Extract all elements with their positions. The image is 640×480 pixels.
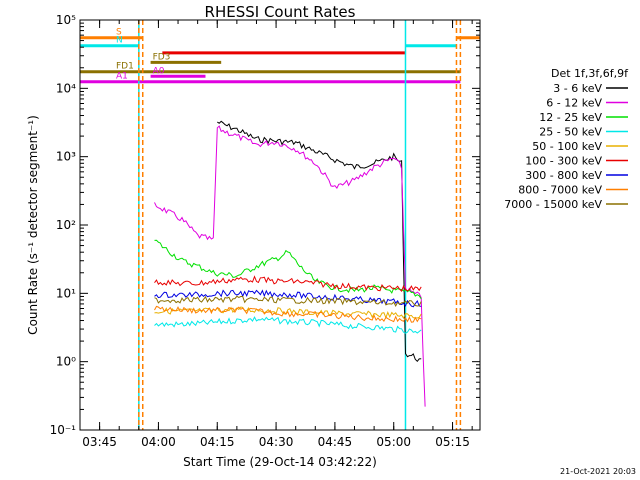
legend-label: 100 - 300 keV (525, 155, 602, 168)
chart-title: RHESSI Count Rates (205, 3, 356, 21)
y-axis: 10⁻¹ 10⁰ 10¹ 10² 10³ 10⁴ 10⁵ (50, 13, 480, 437)
flag-label: A1 (116, 72, 128, 82)
legend-label: 800 - 7000 keV (518, 184, 602, 197)
x-tick-label: 04:00 (141, 435, 176, 449)
legend-label: 300 - 800 keV (525, 169, 602, 182)
flag-label: S (116, 28, 122, 38)
legend-label: 7000 - 15000 keV (504, 198, 602, 211)
flag-label: A0 (153, 66, 165, 76)
legend-label: 12 - 25 keV (539, 111, 602, 124)
flag-label: N (116, 36, 123, 46)
x-tick-label: 03:45 (82, 435, 117, 449)
x-tick-label: 04:30 (259, 435, 294, 449)
series-line (154, 239, 422, 300)
y-axis-label: Count Rate (s⁻¹ detector segment⁻¹) (26, 115, 40, 335)
x-tick-label: 04:15 (200, 435, 235, 449)
y-tick-label: 10² (56, 218, 76, 232)
series-line (154, 316, 422, 334)
legend-label: 3 - 6 keV (553, 82, 602, 95)
x-tick-label: 05:00 (376, 435, 411, 449)
x-axis: 03:45 04:00 04:15 04:30 04:45 05:00 05:15 (79, 20, 473, 449)
series-line (154, 295, 422, 307)
flag-label: FD3 (153, 52, 171, 62)
y-tick-label: 10³ (56, 150, 76, 164)
series-line (154, 306, 422, 320)
series-line (154, 305, 422, 323)
flag-bars: SN FD1 FD3 A0 A1 (80, 28, 480, 84)
series-line (154, 125, 426, 407)
x-axis-label: Start Time (29-Oct-14 03:42:22) (183, 455, 377, 469)
y-tick-label: 10⁴ (56, 81, 76, 95)
legend-title: Det 1f,3f,6f,9f (551, 67, 629, 80)
x-tick-label: 04:45 (318, 435, 353, 449)
flag-label: FD1 (116, 62, 134, 72)
y-tick-label: 10⁻¹ (50, 423, 77, 437)
series-line (154, 275, 422, 292)
y-tick-label: 10¹ (56, 286, 76, 300)
vertical-markers (138, 20, 462, 430)
timestamp-footer: 21-Oct-2021 20:03 (560, 467, 636, 476)
legend-label: 50 - 100 keV (532, 140, 602, 153)
data-series (154, 120, 426, 407)
legend-label: 6 - 12 keV (546, 97, 602, 110)
y-tick-label: 10⁰ (56, 355, 76, 369)
series-line (154, 289, 422, 308)
y-tick-label: 10⁵ (56, 13, 76, 27)
x-tick-label: 05:15 (435, 435, 470, 449)
legend-label: 25 - 50 keV (539, 126, 602, 139)
